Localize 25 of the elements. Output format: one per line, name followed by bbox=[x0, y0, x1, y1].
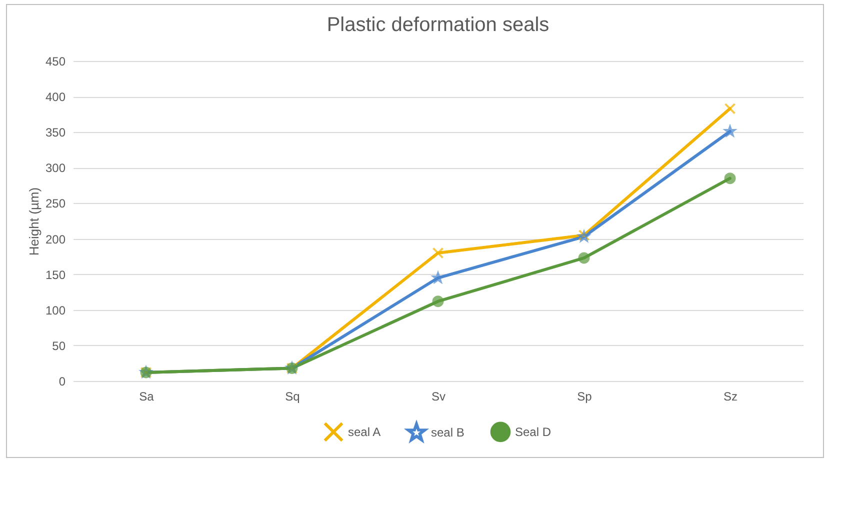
y-tick-label: 450 bbox=[45, 54, 66, 68]
x-tick-label: Sv bbox=[431, 390, 446, 404]
y-tick-label: 0 bbox=[58, 374, 66, 388]
legend-label: Seal D bbox=[515, 424, 552, 439]
y-tick-label: 100 bbox=[45, 303, 66, 318]
y-tick-label: 300 bbox=[45, 161, 66, 176]
point bbox=[724, 102, 736, 114]
point bbox=[724, 172, 736, 184]
y-tick-label: 400 bbox=[45, 90, 66, 104]
y-tick-label: 250 bbox=[45, 196, 66, 211]
y-tick-label: 50 bbox=[52, 338, 66, 353]
y-tick-label: 350 bbox=[45, 126, 66, 140]
y-tick-label: 150 bbox=[45, 268, 66, 282]
x-tick-label: Sa bbox=[139, 390, 154, 404]
x-tick-label: Sp bbox=[577, 390, 592, 404]
x-tick-label: Sq bbox=[285, 390, 300, 404]
point bbox=[432, 247, 444, 259]
y-axis-title: Height (µm) bbox=[26, 187, 42, 256]
chart-title: Plastic deformation seals bbox=[326, 14, 550, 36]
y-tick-label: 200 bbox=[45, 232, 66, 246]
legend-label: seal B bbox=[431, 426, 464, 440]
point bbox=[432, 296, 444, 308]
point bbox=[578, 252, 590, 264]
x-tick-label: Sz bbox=[723, 390, 738, 404]
legend-label: seal A bbox=[348, 424, 381, 439]
